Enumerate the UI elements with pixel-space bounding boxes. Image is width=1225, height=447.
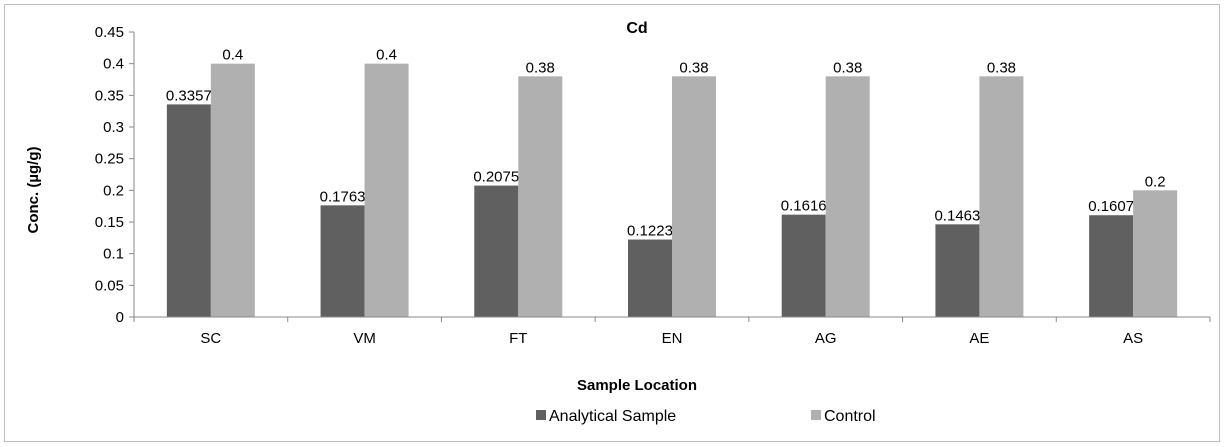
chart-title: Cd xyxy=(626,20,647,37)
x-tick-label: VM xyxy=(353,330,376,347)
legend-swatch xyxy=(811,410,821,420)
y-tick-label: 0.25 xyxy=(95,151,124,168)
y-tick-label: 0.45 xyxy=(95,24,124,41)
legend-label: Analytical Sample xyxy=(549,408,676,425)
data-label: 0.1763 xyxy=(320,188,366,205)
bar-analytical-sample xyxy=(781,214,826,317)
bar-control xyxy=(518,76,563,317)
x-axis-title: Sample Location xyxy=(577,377,697,394)
data-label: 0.2075 xyxy=(473,169,519,186)
bar-control xyxy=(1133,190,1178,317)
bar-analytical-sample xyxy=(1089,215,1134,317)
y-tick-label: 0.05 xyxy=(95,277,124,294)
data-label: 0.2 xyxy=(1145,173,1166,190)
data-label: 0.1463 xyxy=(934,207,980,224)
x-tick-label: SC xyxy=(200,330,221,347)
y-tick-label: 0.15 xyxy=(95,214,124,231)
y-tick-label: 0.35 xyxy=(95,87,124,104)
x-tick-label: FT xyxy=(509,330,527,347)
bar-control xyxy=(210,63,255,317)
x-tick-label: EN xyxy=(662,330,683,347)
x-tick-label: AE xyxy=(969,330,989,347)
data-label: 0.1223 xyxy=(627,223,673,240)
y-axis-title: Conc. (µg/g) xyxy=(25,147,42,234)
bar-analytical-sample xyxy=(935,224,980,317)
legend-label: Control xyxy=(824,408,876,425)
x-tick-label: AS xyxy=(1123,330,1143,347)
data-label: 0.4 xyxy=(376,47,397,64)
data-label: 0.1607 xyxy=(1088,198,1134,215)
data-label: 0.38 xyxy=(526,59,555,76)
bar-control xyxy=(364,63,409,317)
data-label: 0.4 xyxy=(222,47,243,64)
data-label: 0.38 xyxy=(679,59,708,76)
data-label: 0.38 xyxy=(833,59,862,76)
legend-swatch xyxy=(536,410,546,420)
bar-control xyxy=(979,76,1024,317)
bar-control xyxy=(672,76,716,317)
y-tick-label: 0.4 xyxy=(103,56,124,73)
bar-analytical-sample xyxy=(628,239,672,317)
y-tick-label: 0.1 xyxy=(103,246,124,263)
y-tick-label: 0.2 xyxy=(103,182,124,199)
bar-analytical-sample xyxy=(166,104,211,317)
y-tick-label: 0.3 xyxy=(103,119,124,136)
data-label: 0.1616 xyxy=(781,198,827,215)
data-label: 0.38 xyxy=(987,59,1016,76)
bar-control xyxy=(825,76,870,317)
y-tick-label: 0 xyxy=(116,309,124,326)
bar-analytical-sample xyxy=(474,185,519,317)
data-label: 0.3357 xyxy=(166,87,212,104)
x-tick-label: AG xyxy=(815,330,837,347)
bar-analytical-sample xyxy=(320,205,365,317)
